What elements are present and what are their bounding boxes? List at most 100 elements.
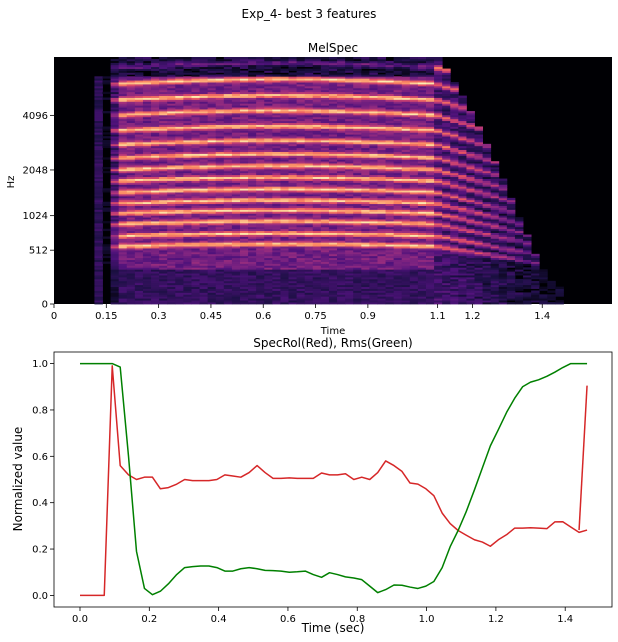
spectrogram-cell <box>248 114 257 118</box>
spectrogram-cell <box>183 168 192 172</box>
spectrogram-cell <box>126 242 136 245</box>
spectrogram-cell <box>345 186 354 189</box>
spectrogram-cell <box>361 95 370 98</box>
spectrogram-cell <box>102 166 112 170</box>
spectrogram-cell <box>345 203 354 206</box>
spectrogram-cell <box>288 78 298 81</box>
spectrogram-cell <box>207 163 217 166</box>
spectrogram-cell <box>151 290 160 293</box>
spectrogram-cell <box>385 213 395 216</box>
spectrogram-cell <box>377 58 386 62</box>
spectrogram-cell <box>223 132 233 135</box>
spectrogram-cell <box>312 174 322 178</box>
spectrogram-cell <box>175 211 184 214</box>
spectrogram-cell <box>280 271 289 274</box>
spectrogram-cell <box>207 155 217 158</box>
spectrogram-cell <box>94 95 103 98</box>
spectrogram-cell <box>142 112 152 116</box>
spectrogram-cell <box>320 251 330 255</box>
spectrogram-cell <box>151 178 160 181</box>
spectrogram-cell <box>369 290 378 293</box>
spectrogram-cell <box>191 211 200 214</box>
spectrogram-cell <box>328 118 338 122</box>
spectrogram-cell <box>320 74 330 77</box>
spectrogram-cell <box>191 221 200 224</box>
spectrogram-cell <box>126 201 136 205</box>
spectrogram-cell <box>207 84 217 87</box>
spectrogram-cell <box>223 199 233 203</box>
spectrogram-cell <box>142 151 152 154</box>
spectrogram-cell <box>231 240 241 243</box>
spectrogram-cell <box>159 221 168 224</box>
spectrogram-cell <box>167 203 176 206</box>
spectrogram-cell <box>328 161 338 164</box>
spectrogram-cell <box>207 238 217 241</box>
spectrogram-cell <box>264 99 273 102</box>
spectrogram-cell <box>272 240 281 243</box>
spectrogram-cell <box>288 72 298 75</box>
spectrogram-cell <box>199 118 209 122</box>
spectrogram-cell <box>248 259 257 262</box>
spectrogram-cell <box>256 111 265 114</box>
spectrogram-cell <box>320 57 330 60</box>
spectrogram-cell <box>159 248 168 251</box>
spectrogram-cell <box>151 109 160 112</box>
spectrogram-cell <box>345 153 354 156</box>
spectrogram-cell <box>320 275 330 278</box>
spectrogram-cell <box>280 138 289 141</box>
spectrogram-cell <box>199 93 209 96</box>
spectrogram-cell <box>215 157 225 160</box>
spectrogram-cell <box>320 116 330 120</box>
spectrogram-cell <box>126 89 136 93</box>
spectrogram-cell <box>280 136 289 139</box>
spectrogram-cell <box>272 170 281 174</box>
spectrogram-cell <box>385 176 395 179</box>
spectrogram-cell <box>134 155 144 158</box>
spectrogram-cell <box>377 174 386 178</box>
spectrogram-cell <box>94 248 103 251</box>
spectrogram-cell <box>328 248 338 251</box>
spectrogram-cell <box>377 261 386 264</box>
spectrogram-cell <box>199 242 209 245</box>
spectrogram-cell <box>304 211 314 214</box>
spectrogram-cell <box>223 182 233 185</box>
spectrogram-cell <box>159 166 168 170</box>
spectrogram-cell <box>126 161 136 164</box>
spectrogram-cell <box>94 101 103 104</box>
spectrogram-cell <box>288 91 298 95</box>
spectrogram-cell <box>393 267 403 270</box>
spectrogram-cell <box>361 267 370 270</box>
spectrogram-cell <box>248 172 257 176</box>
spectrogram-cell <box>134 168 144 172</box>
spectrogram-cell <box>248 267 257 270</box>
spectrogram-cell <box>345 251 354 255</box>
spectrogram-cell <box>337 228 346 232</box>
spectrogram-cell <box>134 122 144 125</box>
spectrogram-cell <box>345 151 354 154</box>
spectrogram-cell <box>264 161 273 164</box>
spectrogram-cell <box>377 153 386 156</box>
spectrogram-cell <box>353 87 362 91</box>
spectrogram-cell <box>167 244 176 247</box>
spectrogram-cell <box>304 180 314 183</box>
spectrogram-cell <box>134 219 144 222</box>
spectrogram-cell <box>320 64 330 68</box>
spectrogram-cell <box>183 280 192 284</box>
spectrogram-cell <box>126 118 136 122</box>
spectrogram-cell <box>126 151 136 154</box>
spectrogram-cell <box>320 180 330 183</box>
spectrogram-cell <box>231 284 241 288</box>
spectrogram-cell <box>377 217 386 220</box>
spectrogram-cell <box>240 157 249 160</box>
spectrogram-cell <box>393 199 403 203</box>
spectrogram-cell <box>94 138 103 141</box>
spectrogram-cell <box>288 184 298 187</box>
spectrogram-cell <box>215 159 225 162</box>
spectrogram-cell <box>118 217 128 220</box>
spectrogram-cell <box>361 207 370 210</box>
spectrogram-cell <box>151 70 160 73</box>
spectrogram-cell <box>393 93 403 96</box>
spectrogram-cell <box>409 263 419 266</box>
spectrogram-cell <box>345 267 354 270</box>
spectrogram-cell <box>377 255 386 259</box>
